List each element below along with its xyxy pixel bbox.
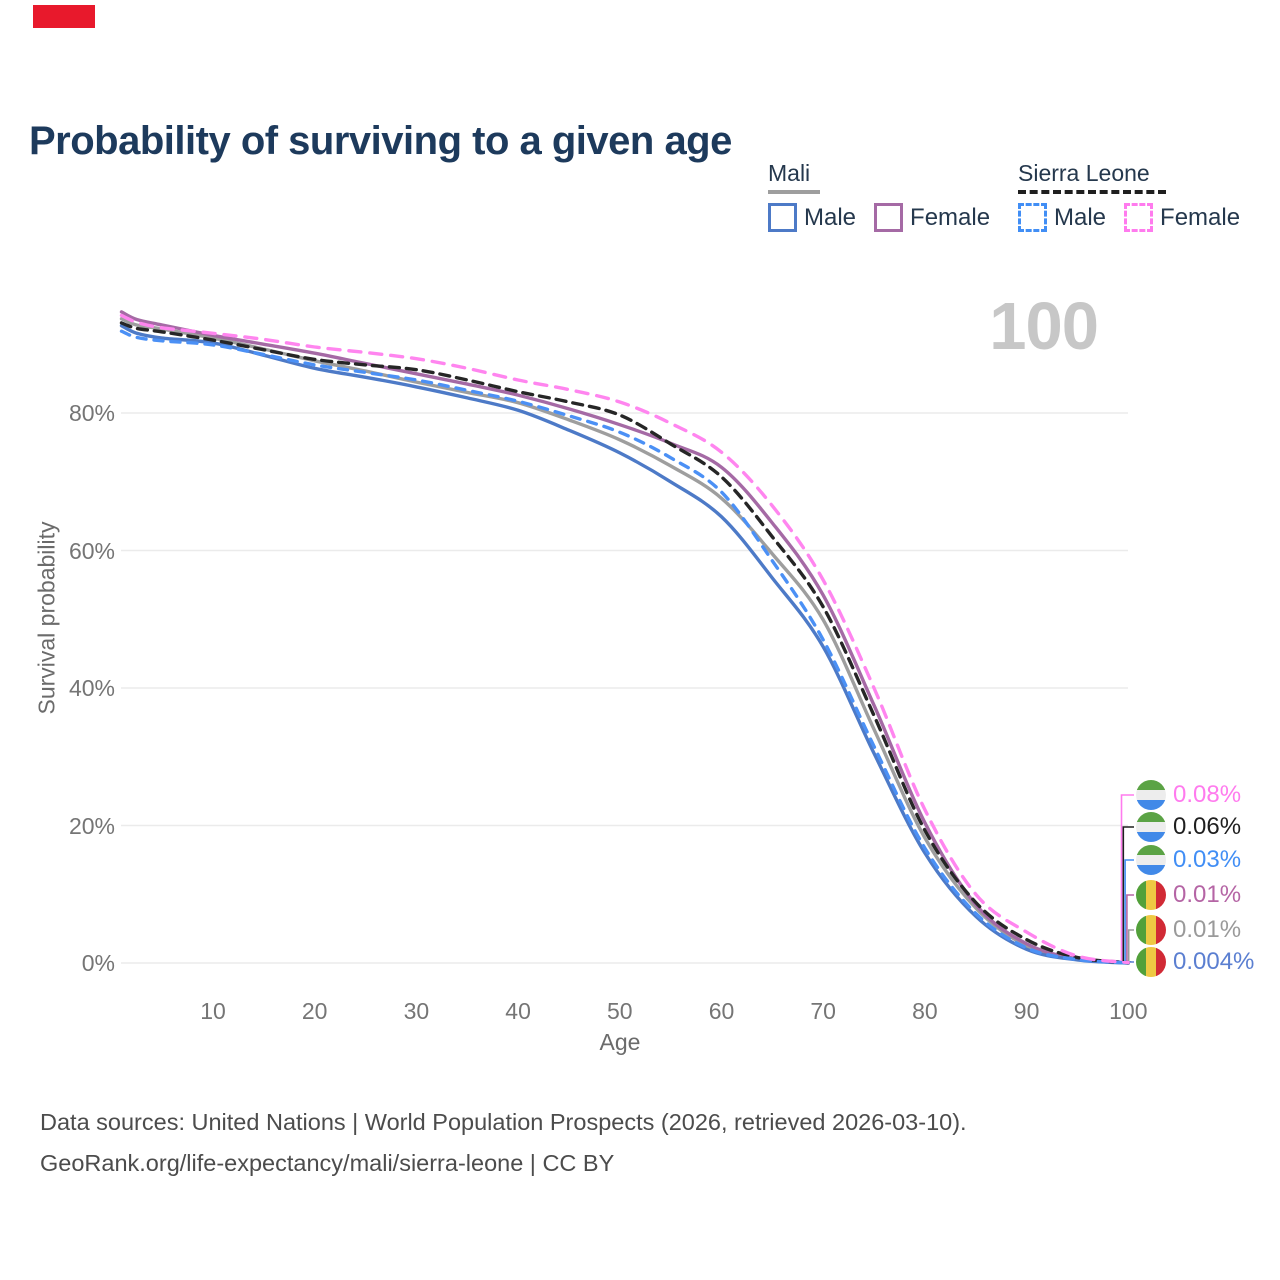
- series-line-sierra-leone-male: [119, 329, 1130, 965]
- series-line-mali-female: [119, 310, 1130, 965]
- legend-group-mali: Mali Male Female: [768, 160, 990, 232]
- x-tick-label: 50: [607, 998, 633, 1024]
- source-url-text[interactable]: GeoRank.org/life-expectancy/mali/sierra-…: [40, 1150, 615, 1176]
- y-tick-label: 80%: [68, 400, 115, 426]
- page-title: Probability of surviving to a given age: [29, 118, 732, 163]
- sierra-leone-flag-icon: [1136, 780, 1166, 810]
- x-tick-label: 20: [301, 998, 328, 1024]
- legend-sierra-leone-line-sample: [1018, 190, 1166, 194]
- y-tick-label: 20%: [68, 812, 115, 839]
- legend-group-mali-label: Mali: [768, 160, 811, 186]
- mali-flag-icon: [1136, 880, 1166, 910]
- sierra-leone-male-swatch[interactable]: [1018, 203, 1047, 232]
- series-line-mali-male: [119, 324, 1130, 965]
- end-value-label: 0.06%: [1173, 813, 1242, 840]
- legend-mali-line-sample: [768, 190, 820, 194]
- sierra-leone-flag-icon: [1136, 845, 1166, 875]
- y-tick-label: 0%: [81, 950, 115, 976]
- x-tick-label: 70: [810, 998, 836, 1024]
- legend-item-mali-male[interactable]: Male: [768, 203, 856, 232]
- legend-item-label: Female: [1160, 203, 1241, 231]
- x-tick-label: 90: [1013, 998, 1040, 1024]
- series-line-sierra-leone-total: [119, 321, 1130, 965]
- end-label-leader-mali-female: [1126, 894, 1134, 961]
- footer: Data sources: United Nations | World Pop…: [40, 1102, 967, 1184]
- end-label-leader-mali-male: [1129, 961, 1134, 963]
- x-tick-label: 60: [708, 998, 735, 1024]
- end-label-sierra-leone-total: 0.06%: [1136, 812, 1241, 842]
- mali-female-swatch[interactable]: [874, 203, 904, 232]
- data-sources-text: Data sources: United Nations | World Pop…: [40, 1109, 967, 1135]
- mali-flag-icon: [1136, 915, 1166, 945]
- legend-item-label: Male: [1054, 203, 1107, 231]
- legend-item-label: Male: [804, 203, 857, 231]
- end-value-label: 0.01%: [1173, 881, 1242, 908]
- age-watermark: 100: [989, 289, 1099, 364]
- x-tick-label: 10: [200, 998, 226, 1024]
- mali-male-swatch[interactable]: [768, 203, 797, 232]
- end-label-leader-sierra-leone-female: [1120, 794, 1134, 961]
- end-label-leader-sierra-leone-male: [1124, 859, 1134, 961]
- end-label-sierra-leone-female: 0.08%: [1136, 780, 1241, 810]
- x-axis-title: Age: [599, 1029, 641, 1055]
- series-line-mali-total: [119, 317, 1130, 965]
- legend-group-sierra-leone-label: Sierra Leone: [1018, 160, 1150, 186]
- end-value-label: 0.08%: [1173, 781, 1242, 808]
- sierra-leone-female-swatch[interactable]: [1124, 203, 1154, 232]
- end-value-label: 0.004%: [1173, 948, 1255, 975]
- y-tick-label: 40%: [68, 675, 115, 701]
- end-label-leader-sierra-leone-total: [1122, 826, 1134, 961]
- legend-item-sierra-leone-male[interactable]: Male: [1018, 203, 1106, 232]
- x-tick-label: 40: [505, 998, 531, 1024]
- y-axis-title: Survival probability: [33, 521, 60, 715]
- legend-item-sierra-leone-female[interactable]: Female: [1124, 203, 1240, 232]
- end-value-label: 0.01%: [1173, 916, 1242, 943]
- end-label-sierra-leone-male: 0.03%: [1136, 845, 1241, 875]
- mali-flag-icon: [1136, 947, 1166, 977]
- end-label-leader-mali-total: [1127, 929, 1134, 961]
- x-tick-label: 100: [1109, 998, 1148, 1024]
- series-line-sierra-leone-female: [119, 313, 1130, 965]
- recording-indicator: [33, 5, 95, 28]
- sierra-leone-flag-icon: [1136, 812, 1166, 842]
- legend-item-label: Female: [910, 203, 991, 231]
- end-label-mali-female: 0.01%: [1136, 880, 1241, 910]
- legend-item-mali-female[interactable]: Female: [874, 203, 990, 232]
- x-tick-label: 80: [912, 998, 938, 1024]
- legend-group-sierra-leone: Sierra Leone Male Female: [1018, 160, 1240, 232]
- x-tick-label: 30: [403, 998, 430, 1024]
- end-label-mali-total: 0.01%: [1136, 915, 1241, 945]
- end-value-label: 0.03%: [1173, 846, 1242, 873]
- end-label-mali-male: 0.004%: [1136, 947, 1254, 977]
- y-tick-label: 60%: [68, 537, 115, 564]
